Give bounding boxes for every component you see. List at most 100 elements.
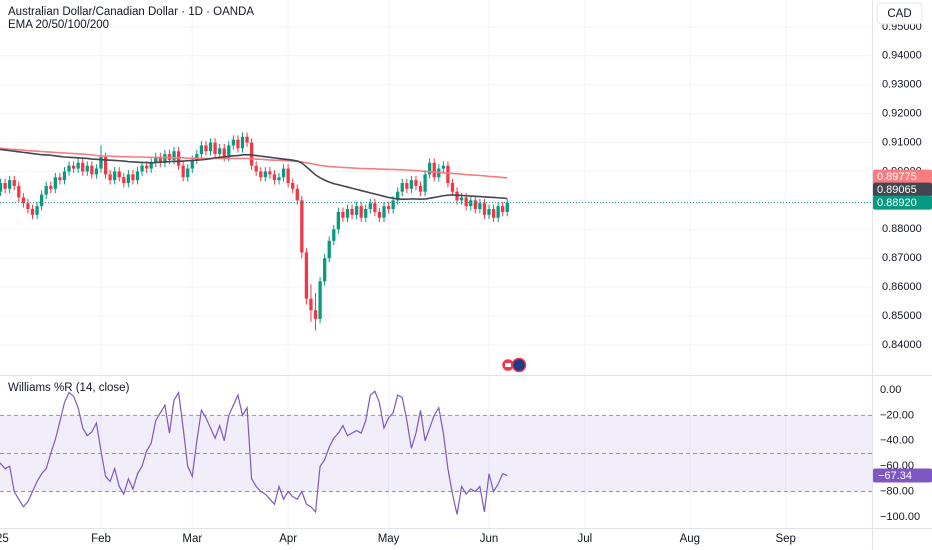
candle-body: [309, 298, 313, 311]
candle-body: [208, 142, 213, 152]
candle-body: [377, 211, 382, 218]
candle-body: [423, 174, 427, 192]
candle-body: [172, 151, 176, 160]
candle-body: [259, 171, 263, 178]
candle-body: [373, 203, 377, 212]
y-tick-label: −100.00: [880, 511, 920, 523]
candle-body: [204, 145, 208, 152]
candle-body: [354, 206, 359, 215]
event-icons[interactable]: [500, 357, 527, 373]
y-tick-label: 0.91000: [882, 136, 922, 148]
x-tick-label: Jun: [480, 533, 499, 545]
candle-body: [295, 188, 299, 201]
candle-body: [236, 139, 240, 149]
candle-body: [108, 174, 112, 181]
value-label: −67.34: [878, 470, 912, 482]
candle-body: [350, 209, 354, 215]
price-label-box: [873, 169, 932, 184]
candle-body: [464, 197, 468, 207]
candle-body: [441, 165, 445, 169]
candle-body: [501, 206, 505, 212]
x-tick-label: Sep: [775, 533, 795, 545]
candle-body: [140, 165, 144, 172]
candle-body: [469, 200, 473, 207]
candle-body: [149, 162, 153, 169]
candle-body: [158, 156, 162, 163]
price-pane: [0, 0, 872, 375]
candle-body: [391, 200, 395, 210]
currency-label[interactable]: CAD: [887, 8, 911, 20]
candle-body: [99, 156, 103, 169]
candle-body: [126, 174, 131, 184]
candle-body: [505, 202, 509, 212]
candle-body: [405, 183, 409, 189]
y-tick-label: 0.92000: [882, 108, 922, 120]
candle-body: [44, 185, 48, 195]
candle-body: [135, 171, 140, 181]
candle-body: [218, 148, 222, 155]
x-tick-label: Aug: [680, 533, 700, 545]
candle-body: [478, 203, 482, 210]
candle-body: [26, 203, 30, 210]
candle-body: [85, 165, 89, 172]
candle-body: [249, 142, 254, 166]
y-tick-label: 0.85000: [882, 310, 922, 322]
value-label-box: [873, 468, 932, 483]
candle-body: [359, 206, 363, 218]
candle-body: [181, 165, 185, 178]
candle-body: [323, 258, 327, 282]
candle-body: [254, 165, 258, 172]
candle-body: [281, 168, 286, 178]
candle-body: [245, 136, 249, 143]
flag-icon[interactable]: [511, 357, 527, 373]
candle-body: [386, 206, 391, 210]
axes: 2025FebMarAprMayJunJulAugSep0.950000.940…: [0, 21, 932, 545]
price-label: 0.89065: [877, 184, 917, 196]
candle-body: [428, 162, 432, 175]
candle-body: [318, 281, 322, 319]
price-label: 0.89775: [877, 171, 917, 183]
candle-body: [3, 183, 7, 189]
currency-button[interactable]: CAD: [876, 2, 923, 25]
candle-body: [21, 197, 26, 204]
ema-line: [0, 148, 508, 201]
candle-body: [35, 206, 39, 215]
ema-line: [0, 147, 508, 179]
williams-line: [0, 390, 508, 515]
candle-body: [12, 180, 16, 186]
candle-body: [154, 156, 158, 163]
y-tick-label: −80.00: [880, 485, 914, 497]
candle-body: [81, 162, 85, 172]
indicator-legend: EMA 20/50/100/200: [8, 19, 109, 31]
candle-body: [382, 206, 386, 218]
candle-body: [496, 206, 500, 218]
candle-body: [482, 203, 487, 215]
candle-body: [304, 252, 309, 299]
candle-body: [195, 154, 199, 160]
candle-body: [58, 177, 62, 181]
candle-body: [190, 159, 194, 169]
candle-body: [450, 183, 455, 192]
candle-body: [90, 165, 94, 175]
candle-body: [327, 240, 331, 259]
x-tick-label: Apr: [279, 533, 297, 545]
candle-body: [17, 185, 21, 198]
candle-body: [432, 162, 436, 178]
candle-body: [487, 209, 491, 215]
currency-button-box[interactable]: [876, 2, 923, 25]
candle-body: [8, 180, 12, 189]
indicator-title: Williams %R (14, close): [8, 382, 130, 394]
y-tick-label: 0.93000: [882, 79, 922, 91]
y-tick-label: 0.94000: [882, 50, 922, 62]
candle-body: [446, 165, 450, 184]
candle-body: [113, 171, 117, 181]
candle-body: [491, 209, 496, 218]
candle-body: [341, 211, 345, 218]
y-tick-label: −20.00: [880, 409, 914, 421]
indicator-pane: [0, 376, 872, 528]
candle-body: [163, 154, 167, 163]
candle-body: [94, 168, 99, 175]
candle-body: [313, 310, 318, 319]
candle-body: [368, 203, 372, 210]
